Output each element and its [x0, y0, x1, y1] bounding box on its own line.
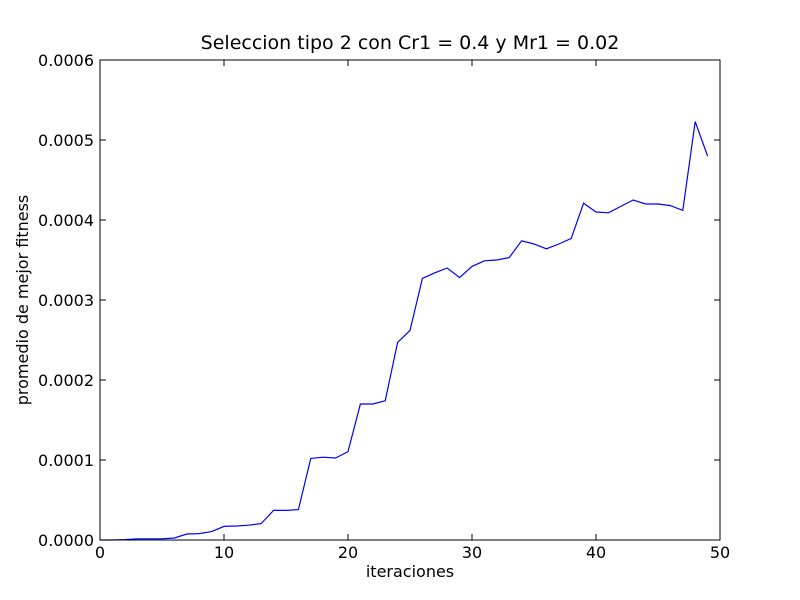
data-point	[224, 526, 225, 527]
data-point	[707, 156, 708, 157]
x-tick-label: 10	[214, 543, 234, 562]
x-tick-label: 50	[710, 543, 730, 562]
plot-area	[100, 121, 709, 541]
data-point	[335, 458, 336, 459]
x-tick-label: 20	[338, 543, 358, 562]
data-point	[385, 400, 386, 401]
data-point	[695, 121, 696, 122]
data-point	[645, 204, 646, 205]
y-tick-label: 0.0003	[38, 291, 94, 310]
data-point	[298, 509, 299, 510]
data-point	[323, 457, 324, 458]
data-point	[472, 266, 473, 267]
data-point	[211, 531, 212, 532]
data-point	[360, 404, 361, 405]
data-point	[348, 451, 349, 452]
data-point	[410, 330, 411, 331]
data-point	[571, 238, 572, 239]
x-tick-label: 0	[95, 543, 105, 562]
data-point	[422, 278, 423, 279]
data-point	[310, 458, 311, 459]
y-tick-label: 0.0002	[38, 371, 94, 390]
chart-title: Seleccion tipo 2 con Cr1 = 0.4 y Mr1 = 0…	[201, 32, 620, 54]
x-tick-label: 40	[586, 543, 606, 562]
data-point	[546, 248, 547, 249]
data-point	[186, 534, 187, 535]
data-point	[620, 206, 621, 207]
x-tick-label: 30	[462, 543, 482, 562]
data-point	[509, 257, 510, 258]
data-point	[397, 342, 398, 343]
y-tick-label: 0.0000	[38, 531, 94, 550]
data-point	[174, 538, 175, 539]
y-axis-label: promedio de mejor fitness	[13, 195, 32, 406]
series-line	[100, 121, 709, 541]
data-point	[583, 203, 584, 204]
data-point	[484, 260, 485, 261]
data-point	[496, 260, 497, 261]
data-point	[521, 240, 522, 241]
data-point	[558, 244, 559, 245]
data-point	[447, 268, 448, 269]
x-axis-label: iteraciones	[366, 562, 454, 581]
data-point	[670, 205, 671, 206]
data-point	[248, 525, 249, 526]
data-point	[236, 526, 237, 527]
data-point	[459, 277, 460, 278]
data-point	[286, 510, 287, 511]
axes-frame	[99, 59, 721, 541]
y-tick-label: 0.0001	[38, 451, 94, 470]
data-point	[608, 212, 609, 213]
data-point	[682, 210, 683, 211]
y-tick-label: 0.0004	[38, 211, 94, 230]
data-point	[658, 204, 659, 205]
data-point	[273, 510, 274, 511]
data-point	[162, 538, 163, 539]
y-tick-label: 0.0006	[38, 51, 94, 70]
data-point	[149, 538, 150, 539]
y-tick-label: 0.0005	[38, 131, 94, 150]
data-point	[261, 523, 262, 524]
axis-ticks: 0 10 20 30 40 50 0.0000 0.0001 0.0002 0.0003 0.000…	[38, 51, 730, 562]
data-point	[434, 272, 435, 273]
data-point	[534, 244, 535, 245]
data-point	[199, 533, 200, 534]
data-point	[372, 404, 373, 405]
data-point	[633, 200, 634, 201]
data-point	[137, 538, 138, 539]
data-point	[596, 212, 597, 213]
